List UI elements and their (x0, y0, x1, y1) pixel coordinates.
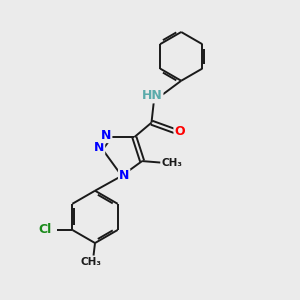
Text: O: O (174, 125, 185, 138)
Text: N: N (119, 169, 129, 182)
Text: N: N (101, 129, 111, 142)
Text: Cl: Cl (38, 224, 52, 236)
Text: CH₃: CH₃ (80, 257, 101, 267)
Text: N: N (94, 141, 104, 154)
Text: HN: HN (142, 89, 163, 102)
Text: CH₃: CH₃ (161, 158, 182, 168)
